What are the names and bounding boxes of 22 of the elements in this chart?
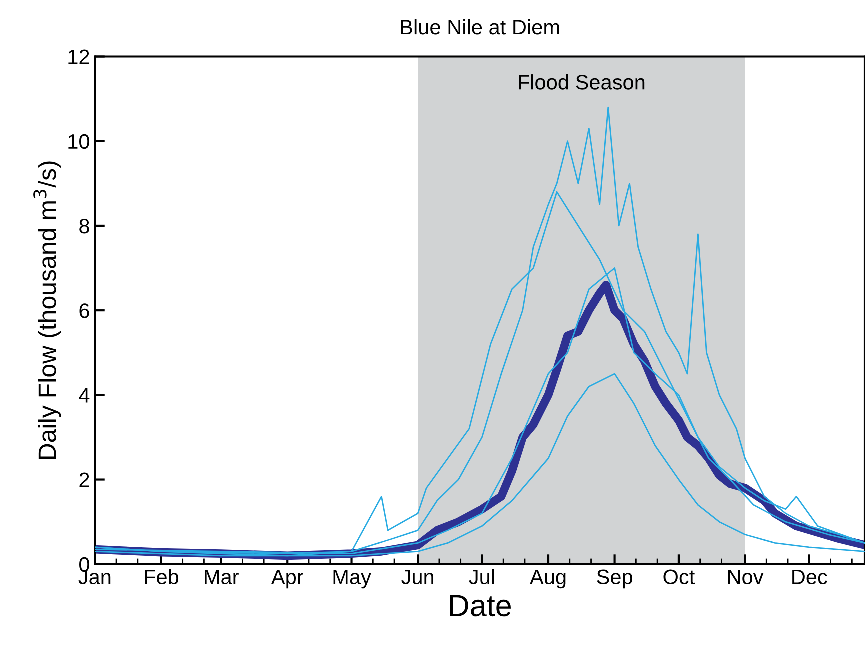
y-tick-label: 2 bbox=[80, 472, 90, 488]
x-tick-label: Dec bbox=[792, 570, 828, 585]
x-tick-label: Mar bbox=[205, 570, 239, 585]
y-tick-label: 6 bbox=[80, 304, 90, 318]
x-axis-title: Date bbox=[450, 595, 511, 617]
x-tick-label: Nov bbox=[728, 570, 764, 585]
y-tick-label: 10 bbox=[68, 134, 90, 150]
x-tick-label: Oct bbox=[664, 570, 696, 585]
y-axis-title: Daily Flow (thousand m$^{3}$/s) bbox=[34, 162, 62, 460]
y-tick-label: 4 bbox=[79, 388, 90, 403]
band-label: Flood Season bbox=[519, 74, 645, 90]
x-tick-label: Jun bbox=[402, 570, 434, 585]
x-tick-label: Jan bbox=[78, 570, 111, 585]
x-tick-label: Apr bbox=[271, 570, 304, 589]
y-tick-label: 12 bbox=[68, 50, 90, 64]
x-tick-label: May bbox=[334, 570, 372, 589]
x-tick-label: Feb bbox=[145, 569, 179, 585]
x-tick-label: Aug bbox=[530, 570, 566, 589]
y-tick-label: 8 bbox=[80, 218, 90, 234]
chart-title: Blue Nile at Diem bbox=[401, 19, 560, 35]
x-tick-label: Jul bbox=[469, 569, 494, 585]
x-tick-label: Sep bbox=[597, 570, 632, 589]
